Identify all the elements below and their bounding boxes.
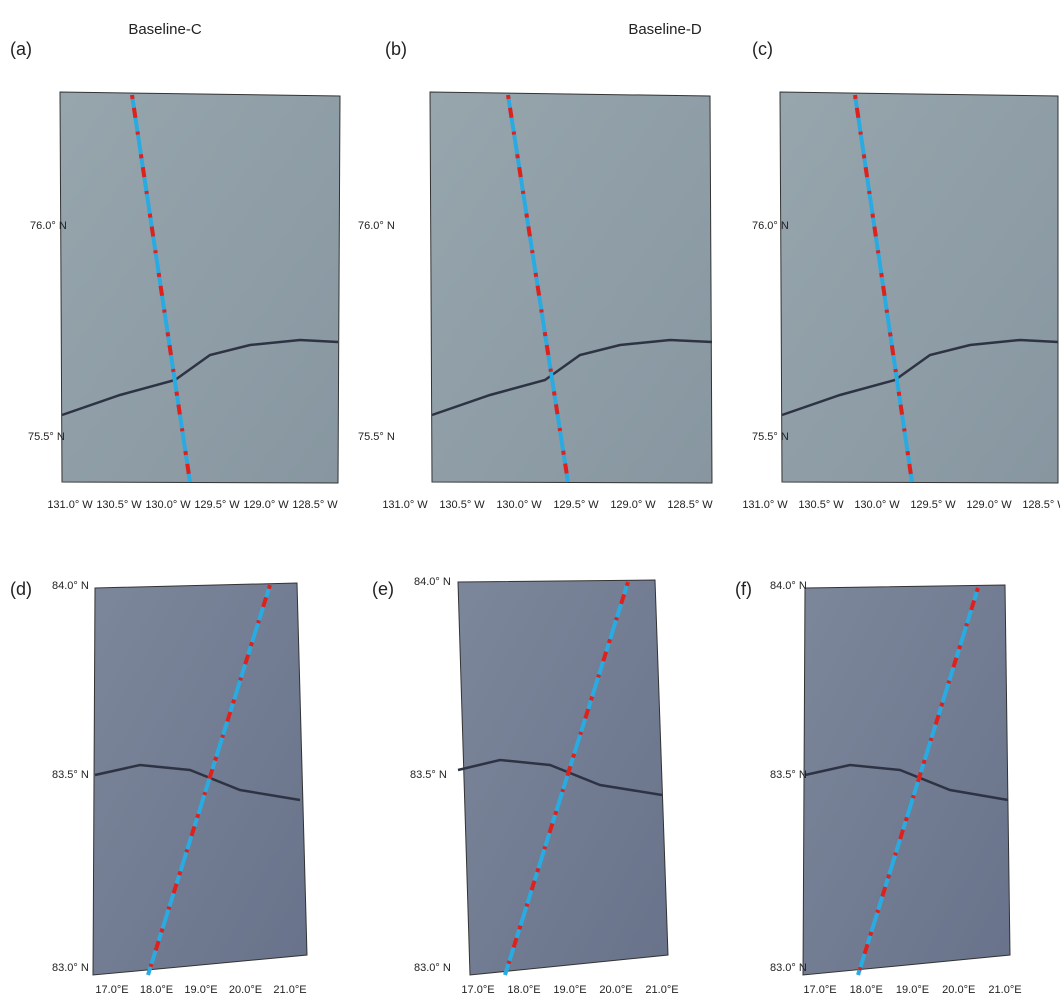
lon-label: 129.5° W	[553, 499, 599, 511]
lon-label: 131.0° W	[382, 499, 428, 511]
panel-label: (d)	[10, 579, 32, 599]
lat-label: 84.0° N	[414, 576, 451, 588]
lat-label: 83.0° N	[770, 962, 807, 974]
lon-label: 130.0° W	[854, 499, 900, 511]
lon-label: 128.5° W	[1022, 499, 1060, 511]
lat-label: 83.5° N	[410, 769, 447, 781]
panel-label: (a)	[10, 39, 32, 59]
panel-label: (b)	[385, 39, 407, 59]
lon-label: 21.0°E	[273, 984, 306, 996]
lat-label: 84.0° N	[52, 580, 89, 592]
lat-label: 83.5° N	[52, 769, 89, 781]
lon-label: 20.0°E	[942, 984, 975, 996]
column-header: Baseline-D	[628, 21, 702, 38]
lat-label: 75.5° N	[358, 431, 395, 443]
lat-label: 75.5° N	[28, 431, 65, 443]
lon-label: 21.0°E	[645, 984, 678, 996]
lon-label: 128.5° W	[667, 499, 713, 511]
panel-label: (e)	[372, 579, 394, 599]
lat-label: 83.0° N	[414, 962, 451, 974]
map-image	[430, 92, 712, 483]
lon-label: 17.0°E	[461, 984, 494, 996]
lat-label: 76.0° N	[358, 220, 395, 232]
lon-label: 129.0° W	[243, 499, 289, 511]
lon-label: 19.0°E	[553, 984, 586, 996]
map-image	[458, 580, 668, 975]
lon-label: 18.0°E	[140, 984, 173, 996]
panel-label: (f)	[735, 579, 752, 599]
lon-label: 131.0° W	[742, 499, 788, 511]
lon-label: 21.0°E	[988, 984, 1021, 996]
lon-label: 129.5° W	[194, 499, 240, 511]
map-image	[93, 583, 307, 975]
figure: Baseline-C Baseline-D (a) 76.0° N 75.5° N 1…	[0, 0, 1060, 1001]
lat-label: 75.5° N	[752, 431, 789, 443]
lon-label: 17.0°E	[95, 984, 128, 996]
lon-label: 130.5° W	[439, 499, 485, 511]
map-image	[780, 92, 1058, 483]
lon-label: 128.5° W	[292, 499, 338, 511]
lon-label: 20.0°E	[599, 984, 632, 996]
lon-label: 18.0°E	[507, 984, 540, 996]
panel-label: (c)	[752, 39, 773, 59]
lon-label: 20.0°E	[229, 984, 262, 996]
lon-label: 129.0° W	[966, 499, 1012, 511]
lat-label: 83.5° N	[770, 769, 807, 781]
lon-label: 130.5° W	[96, 499, 142, 511]
map-image	[60, 92, 340, 483]
lon-label: 19.0°E	[896, 984, 929, 996]
lon-label: 131.0° W	[47, 499, 93, 511]
map-image	[803, 585, 1010, 975]
lon-label: 19.0°E	[184, 984, 217, 996]
lon-label: 130.0° W	[145, 499, 191, 511]
column-header: Baseline-C	[128, 21, 202, 38]
lat-label: 83.0° N	[52, 962, 89, 974]
lon-label: 130.0° W	[496, 499, 542, 511]
lon-label: 17.0°E	[803, 984, 836, 996]
lon-label: 130.5° W	[798, 499, 844, 511]
lon-label: 18.0°E	[850, 984, 883, 996]
lat-label: 76.0° N	[30, 220, 67, 232]
lat-label: 84.0° N	[770, 580, 807, 592]
lon-label: 129.0° W	[610, 499, 656, 511]
lon-label: 129.5° W	[910, 499, 956, 511]
lat-label: 76.0° N	[752, 220, 789, 232]
